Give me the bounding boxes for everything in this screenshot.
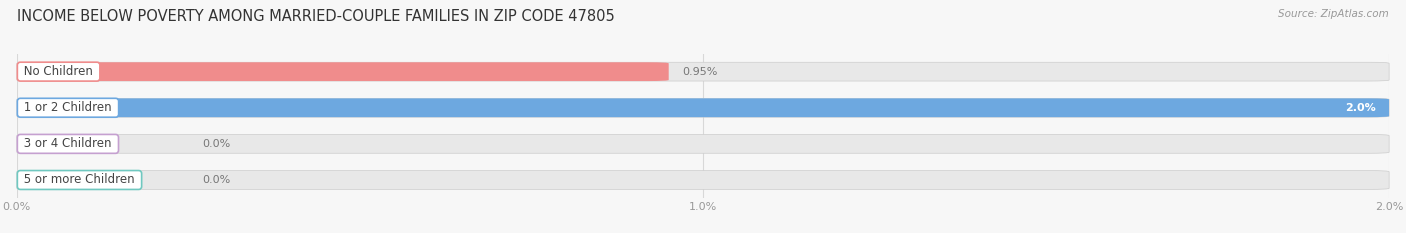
Text: 5 or more Children: 5 or more Children bbox=[20, 174, 139, 186]
Text: 3 or 4 Children: 3 or 4 Children bbox=[20, 137, 115, 150]
Text: INCOME BELOW POVERTY AMONG MARRIED-COUPLE FAMILIES IN ZIP CODE 47805: INCOME BELOW POVERTY AMONG MARRIED-COUPL… bbox=[17, 9, 614, 24]
Text: 0.0%: 0.0% bbox=[202, 175, 231, 185]
FancyBboxPatch shape bbox=[17, 98, 1389, 117]
Text: Source: ZipAtlas.com: Source: ZipAtlas.com bbox=[1278, 9, 1389, 19]
Text: No Children: No Children bbox=[20, 65, 97, 78]
Text: 1 or 2 Children: 1 or 2 Children bbox=[20, 101, 115, 114]
Text: 0.95%: 0.95% bbox=[682, 67, 718, 77]
FancyBboxPatch shape bbox=[17, 62, 1389, 81]
FancyBboxPatch shape bbox=[17, 134, 1389, 153]
Text: 2.0%: 2.0% bbox=[1344, 103, 1375, 113]
Text: 0.0%: 0.0% bbox=[202, 139, 231, 149]
FancyBboxPatch shape bbox=[17, 171, 1389, 189]
FancyBboxPatch shape bbox=[17, 98, 1389, 117]
FancyBboxPatch shape bbox=[17, 62, 669, 81]
